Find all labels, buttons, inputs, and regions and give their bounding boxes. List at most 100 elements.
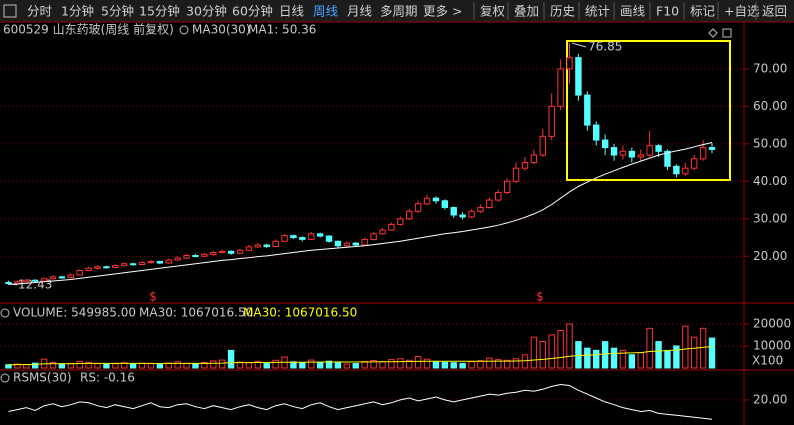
volume-bar	[103, 363, 110, 369]
toolbar-icon[interactable]	[3, 4, 17, 18]
candle-body	[468, 210, 475, 218]
volume-bar	[192, 363, 199, 369]
candle-body	[593, 124, 600, 141]
chart-title: 600529 山东药玻(周线 前复权)	[3, 22, 174, 37]
candle-body	[664, 150, 671, 167]
volume-bar	[548, 334, 555, 369]
period-tab[interactable]: 分时	[27, 4, 53, 19]
candle-body	[379, 229, 386, 235]
period-tab[interactable]: 日线	[279, 4, 305, 19]
candle-body	[165, 259, 172, 264]
candle-body	[619, 150, 627, 156]
panel-icon[interactable]	[179, 25, 189, 35]
panel-icon[interactable]	[0, 373, 10, 383]
period-tab[interactable]: 30分钟	[186, 4, 227, 19]
volume-bar	[708, 337, 716, 369]
candle-body	[183, 255, 190, 259]
tool-button[interactable]: 复权	[480, 4, 506, 19]
candle-body	[245, 246, 253, 251]
volume-bar	[664, 349, 671, 369]
panel-icon[interactable]	[0, 308, 10, 318]
volume-unit: X100	[752, 354, 783, 368]
volume-bar	[361, 360, 368, 369]
candle-body	[147, 261, 155, 264]
candle-body	[503, 180, 511, 194]
candle-body	[334, 240, 342, 247]
tool-button[interactable]: 统计	[585, 4, 610, 19]
candle-body	[236, 249, 244, 254]
volume-bar	[58, 363, 66, 369]
candle-body	[690, 158, 698, 169]
volume-bar	[423, 358, 431, 369]
candle-body	[138, 262, 146, 266]
ma-label: MA30(30)	[192, 23, 250, 37]
volume-ma-line	[8, 346, 713, 366]
candle-body	[414, 203, 422, 212]
period-tab[interactable]: 15分钟	[139, 4, 180, 19]
period-tab[interactable]: 60分钟	[232, 4, 273, 19]
volume-bar	[316, 361, 324, 369]
candle-body	[601, 139, 609, 149]
selection-box	[566, 40, 731, 181]
square-icon[interactable]	[722, 28, 732, 38]
candle-body	[388, 223, 395, 231]
rsms-title: RSMS(30)	[13, 371, 72, 385]
period-tab[interactable]: 更多 >	[423, 4, 462, 19]
candle-body	[637, 154, 644, 158]
tool-button[interactable]: 画线	[620, 4, 646, 19]
y-tick-label: 10000	[753, 338, 791, 352]
candle-body	[566, 57, 573, 70]
period-tab[interactable]: 5分钟	[101, 4, 134, 19]
y-tick-label: 20.00	[753, 392, 787, 406]
volume-bar	[593, 349, 600, 369]
candle-body	[76, 270, 83, 276]
period-tab[interactable]: 1分钟	[61, 4, 94, 19]
volume-bar	[619, 349, 627, 369]
volume-bar	[388, 359, 395, 369]
candle-body	[486, 199, 493, 209]
volume-bar	[432, 360, 440, 369]
rsms-value: RS: -0.16	[80, 371, 135, 385]
volume-bar	[637, 352, 644, 369]
candle-body	[512, 167, 520, 182]
volume-bar	[290, 361, 297, 369]
candle-body	[299, 237, 306, 240]
tool-button[interactable]: +自选	[724, 4, 760, 19]
volume-bar	[486, 357, 493, 369]
marker: $	[536, 290, 544, 304]
volume-bar	[530, 336, 538, 369]
period-tab[interactable]: 月线	[347, 4, 373, 19]
tool-button[interactable]: 历史	[550, 4, 576, 19]
volume-bar	[414, 356, 422, 369]
volume-bar	[628, 354, 636, 369]
candle-body	[227, 250, 235, 254]
volume-bar	[245, 362, 253, 369]
volume-bar	[129, 363, 137, 369]
diamond-icon[interactable]	[708, 28, 718, 38]
candle-body	[655, 145, 662, 152]
volume-bar	[699, 327, 707, 369]
period-tab[interactable]: 多周期	[380, 4, 418, 19]
volume-bar	[601, 341, 609, 369]
tool-button[interactable]: 返回	[762, 4, 787, 19]
volume-bar	[31, 362, 39, 369]
volume-bar	[343, 363, 351, 369]
candle-body	[129, 263, 137, 266]
volume-bar	[450, 362, 457, 369]
candle-body	[67, 274, 74, 279]
volume-bar	[85, 361, 92, 369]
volume-bar	[325, 360, 333, 369]
y-tick-label: 20.00	[753, 249, 787, 263]
candle-body	[530, 154, 538, 164]
tool-button[interactable]: 标记	[690, 4, 716, 19]
tool-button[interactable]: 叠加	[514, 4, 539, 19]
period-tab[interactable]: 周线	[313, 4, 339, 19]
candle-body	[397, 218, 404, 225]
volume-bar	[201, 361, 208, 369]
candle-body	[352, 242, 359, 246]
volume-bar	[49, 361, 57, 369]
candle-body	[361, 238, 368, 246]
candle-body	[94, 266, 101, 269]
tool-button[interactable]: F10	[656, 4, 679, 19]
